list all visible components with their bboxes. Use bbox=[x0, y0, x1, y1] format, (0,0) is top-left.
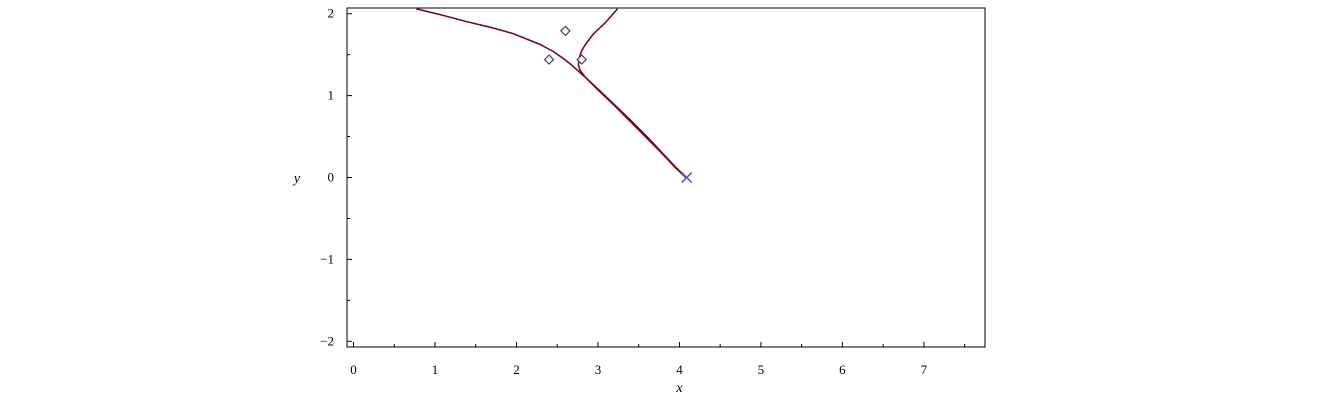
y-tick-label: 1 bbox=[328, 88, 335, 103]
y-tick-label: 2 bbox=[328, 6, 335, 21]
y-axis-label: y bbox=[292, 172, 301, 187]
x-tick-label: 6 bbox=[839, 362, 846, 377]
x-tick-label: 5 bbox=[758, 362, 765, 377]
x-tick-label: 4 bbox=[676, 362, 683, 377]
y-tick-label: −2 bbox=[320, 333, 334, 348]
x-tick-label: 2 bbox=[513, 362, 520, 377]
x-axis: 0 1 2 3 4 5 6 7 bbox=[350, 342, 966, 377]
x-tick-label: 7 bbox=[921, 362, 928, 377]
y-tick-label: 0 bbox=[328, 170, 335, 185]
series-layer bbox=[416, 8, 693, 184]
curve-line-0 bbox=[416, 8, 687, 179]
diamond-point bbox=[576, 54, 588, 65]
diamond-point bbox=[543, 54, 555, 65]
y-tick-label: −1 bbox=[320, 251, 334, 266]
x-tick-label: 0 bbox=[350, 362, 357, 377]
plot-frame bbox=[346, 7, 986, 348]
x-axis-label: x bbox=[675, 381, 683, 396]
y-axis: −2 −1 0 1 2 bbox=[320, 6, 352, 348]
x-tick-label: 3 bbox=[595, 362, 602, 377]
diamond-point bbox=[560, 25, 571, 37]
cross-point bbox=[681, 171, 693, 184]
x-tick-label: 1 bbox=[432, 362, 439, 377]
curve-line-1 bbox=[577, 8, 687, 179]
